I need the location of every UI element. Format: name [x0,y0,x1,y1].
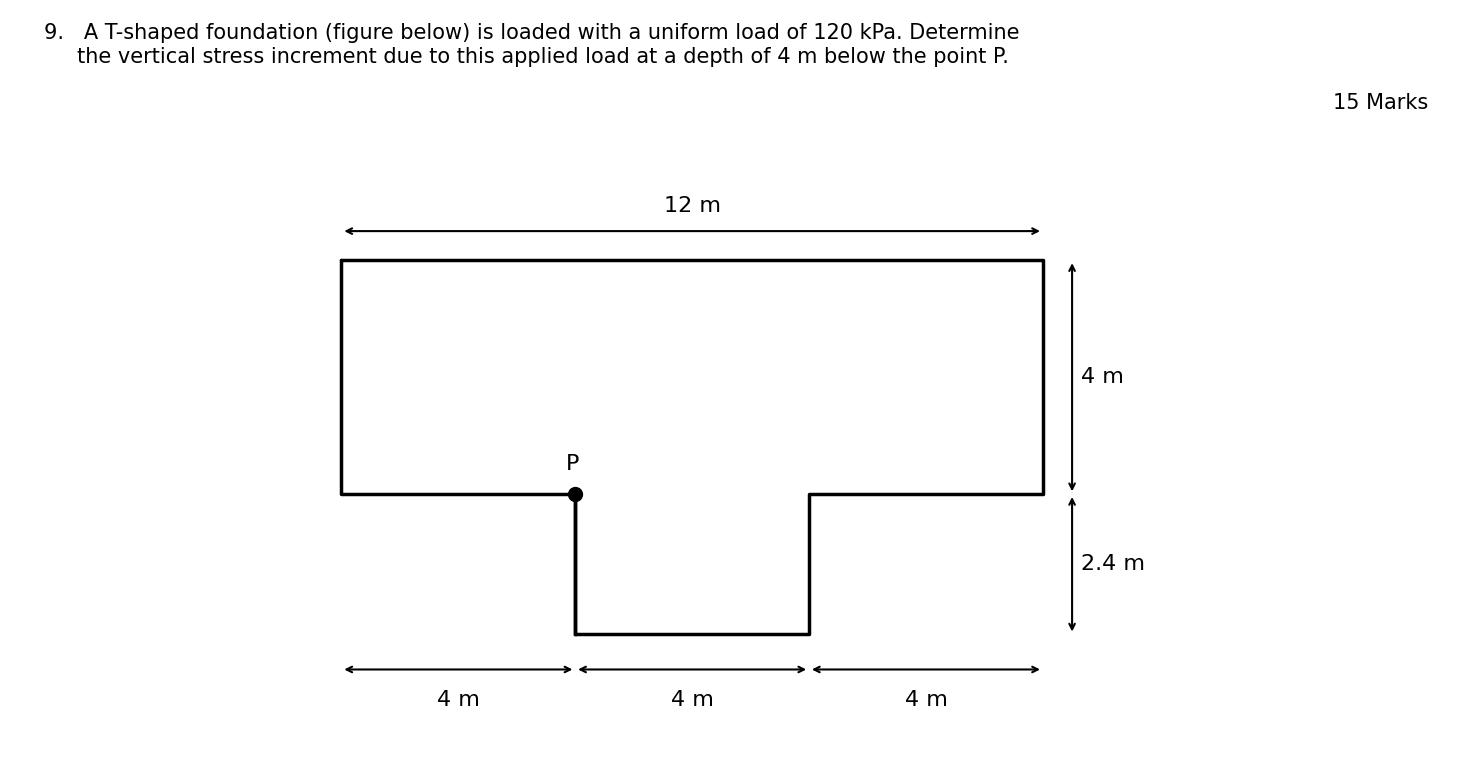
Text: 4 m: 4 m [671,690,714,710]
Text: 4 m: 4 m [1080,367,1123,387]
Text: P: P [565,454,578,474]
Text: 15 Marks: 15 Marks [1332,93,1428,114]
Text: 12 m: 12 m [664,197,721,216]
Text: 4 m: 4 m [904,690,948,710]
Text: 4 m: 4 m [437,690,480,710]
Text: 9.   A T-shaped foundation (figure below) is loaded with a uniform load of 120 k: 9. A T-shaped foundation (figure below) … [44,23,1020,67]
Text: 2.4 m: 2.4 m [1080,554,1145,574]
